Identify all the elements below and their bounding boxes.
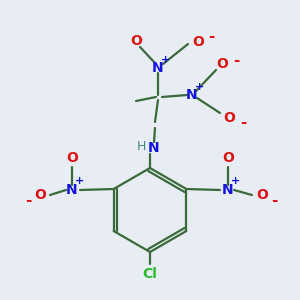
Text: O: O (192, 35, 204, 49)
Text: +: + (231, 176, 241, 186)
Text: O: O (34, 188, 46, 202)
Text: -: - (271, 194, 277, 208)
Text: -: - (240, 116, 246, 130)
Text: +: + (75, 176, 85, 186)
Text: +: + (161, 55, 171, 65)
Text: -: - (233, 52, 239, 68)
Text: N: N (148, 141, 160, 155)
Text: -: - (25, 194, 31, 208)
Text: O: O (66, 151, 78, 165)
Text: O: O (256, 188, 268, 202)
Text: O: O (222, 151, 234, 165)
Text: O: O (216, 57, 228, 71)
Text: N: N (186, 88, 198, 102)
Text: N: N (152, 61, 164, 75)
Text: O: O (223, 111, 235, 125)
Text: N: N (222, 183, 234, 197)
Text: Cl: Cl (142, 267, 158, 281)
Text: N: N (66, 183, 78, 197)
Text: O: O (130, 34, 142, 48)
Text: +: + (195, 82, 205, 92)
Text: -: - (208, 29, 214, 44)
Text: H: H (136, 140, 146, 152)
